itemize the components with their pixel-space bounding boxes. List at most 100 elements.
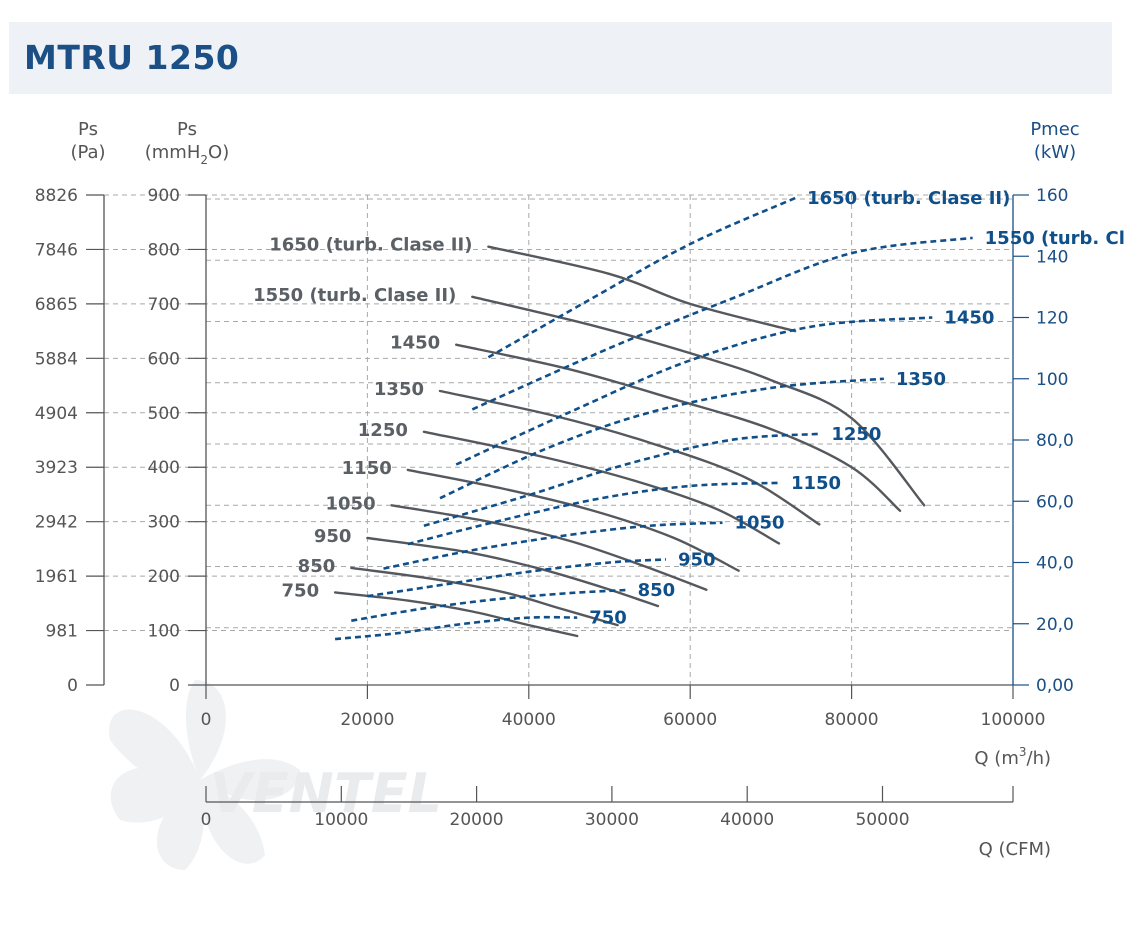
power-curve (351, 588, 626, 622)
q-m3h-label-prefix: Q (m (974, 748, 1018, 769)
q-cfm-tick-label: 0 (201, 810, 212, 830)
q-m3h-tick-label: 80000 (825, 710, 879, 730)
pa-tick-label: 6865 (35, 295, 78, 315)
pressure-curve (455, 343, 902, 512)
q-cfm-tick-label: 10000 (314, 810, 368, 830)
chart-title: MTRU 1250 (24, 38, 240, 77)
pressure-curve-label: 1350 (374, 379, 424, 400)
q-m3h-tick-label: 100000 (981, 710, 1046, 730)
pa-tick-label: 4904 (35, 404, 78, 424)
mmh2o-unit-suffix: O) (208, 142, 229, 163)
pa-tick-label: 8826 (35, 186, 78, 206)
pmec-tick-label: 60,0 (1036, 492, 1074, 512)
mmh2o-tick-label: 400 (148, 458, 180, 478)
pressure-curve (390, 504, 708, 591)
pressure-curve-label: 950 (314, 526, 352, 547)
q-m3h-tick-label: 40000 (502, 710, 556, 730)
q-cfm-tick-label: 30000 (585, 810, 639, 830)
q-m3h-tick-label: 20000 (340, 710, 394, 730)
pressure-curve-label: 1550 (turb. Clase II) (253, 285, 456, 306)
pressure-curve (487, 245, 797, 333)
power-curve (455, 316, 933, 466)
fan-logo-icon (109, 680, 300, 870)
pa-axis-title: Ps (78, 119, 98, 140)
mmh2o-tick-label: 300 (148, 513, 180, 533)
pressure-curve-label: 1450 (390, 333, 440, 354)
power-curve-label: 1050 (734, 513, 784, 534)
power-curve (383, 521, 723, 570)
power-curve-label: 1250 (831, 424, 881, 445)
chart-header: MTRU 1250 (9, 22, 1112, 94)
pmec-tick-label: 20,0 (1036, 615, 1074, 635)
power-curve-label: 750 (589, 608, 627, 629)
mmh2o-unit-prefix: (mmH (145, 142, 201, 163)
mmh2o-tick-label: 0 (169, 676, 180, 696)
mmh2o-tick-label: 100 (148, 622, 180, 642)
mmh2o-tick-label: 700 (148, 295, 180, 315)
power-curve-label: 1150 (791, 473, 841, 494)
q-m3h-label-suffix: /h) (1027, 748, 1052, 769)
q-cfm-tick-label: 20000 (450, 810, 504, 830)
q-m3h-axis-title: Q (m3/h) (974, 745, 1051, 769)
pmec-tick-label: 100 (1036, 370, 1068, 390)
pa-tick-label: 7846 (35, 240, 78, 260)
power-curve (423, 432, 820, 528)
mmh2o-tick-label: 800 (148, 240, 180, 260)
pa-axis-unit: (Pa) (70, 142, 105, 163)
pressure-curve-label: 750 (282, 580, 320, 601)
axis-ticks: 8826 7846 6865 5884 4904 3923 2942 1961 981 0 900 8… (35, 186, 1074, 830)
power-curve-label: 1450 (944, 308, 994, 329)
power-curve-label: 1350 (896, 369, 946, 390)
q-cfm-axis-title: Q (CFM) (979, 839, 1051, 860)
mmh2o-tick-label: 600 (148, 349, 180, 369)
q-m3h-label-sup: 3 (1019, 745, 1027, 759)
pmec-tick-label: 80,0 (1036, 431, 1074, 451)
pressure-curve (422, 430, 781, 545)
pressure-curve (333, 591, 579, 638)
power-curve (334, 615, 578, 641)
pressure-curve (350, 566, 619, 627)
q-cfm-tick-label: 50000 (855, 810, 909, 830)
pa-tick-label: 0 (67, 676, 78, 696)
power-curve (471, 236, 973, 411)
mmh2o-tick-label: 200 (148, 567, 180, 587)
q-m3h-tick-label: 0 (201, 710, 212, 730)
pressure-curves: 1650 (turb. Clase II) 1550 (turb. Clase I… (253, 235, 926, 638)
mmh2o-unit-sub: 2 (200, 153, 208, 167)
pmec-tick-label: 120 (1036, 309, 1068, 329)
pa-tick-label: 1961 (35, 567, 78, 587)
q-cfm-tick-label: 40000 (720, 810, 774, 830)
pressure-curve-label: 1150 (342, 458, 392, 479)
watermark-text: VENTEL (210, 762, 442, 825)
pa-tick-label: 2942 (35, 513, 78, 533)
mmh2o-tick-label: 900 (148, 186, 180, 206)
pressure-curve (438, 389, 821, 526)
pressure-curve (366, 536, 660, 608)
pa-tick-label: 3923 (35, 458, 78, 478)
grid-lines (104, 194, 1013, 685)
brand-watermark: VENTEL (109, 680, 442, 870)
pmec-tick-label: 160 (1036, 186, 1068, 206)
pmec-axis-title: Pmec (1030, 119, 1079, 140)
pmec-axis-unit: (kW) (1034, 142, 1076, 163)
q-m3h-tick-label: 60000 (663, 710, 717, 730)
mmh2o-axis-unit: (mmH2O) (145, 142, 229, 167)
pmec-tick-label: 140 (1036, 247, 1068, 267)
pa-tick-label: 981 (46, 622, 78, 642)
power-curve-label: 950 (678, 549, 716, 570)
power-curve (367, 558, 667, 598)
pressure-curve-label: 1250 (358, 420, 408, 441)
power-curve-label: 1650 (turb. Clase II) (807, 188, 1010, 209)
pa-tick-label: 5884 (35, 349, 78, 369)
pressure-curve (471, 295, 926, 507)
pmec-tick-label: 0,00 (1036, 676, 1074, 696)
power-curve-label: 850 (638, 580, 676, 601)
axis-titles: Ps (Pa) Ps (mmH2O) Pmec (kW) Q (m3/h) Q … (70, 119, 1079, 860)
power-curve-label: 1550 (turb. Clase II) (985, 228, 1125, 249)
pressure-curve-label: 1650 (turb. Clase II) (269, 235, 472, 256)
pressure-curve-label: 1050 (326, 493, 376, 514)
pmec-tick-label: 40,0 (1036, 554, 1074, 574)
mmh2o-tick-label: 500 (148, 404, 180, 424)
mmh2o-axis-title: Ps (177, 119, 197, 140)
power-curves: 1650 (turb. Clase II) 1550 (turb. Clase I… (334, 188, 1125, 641)
